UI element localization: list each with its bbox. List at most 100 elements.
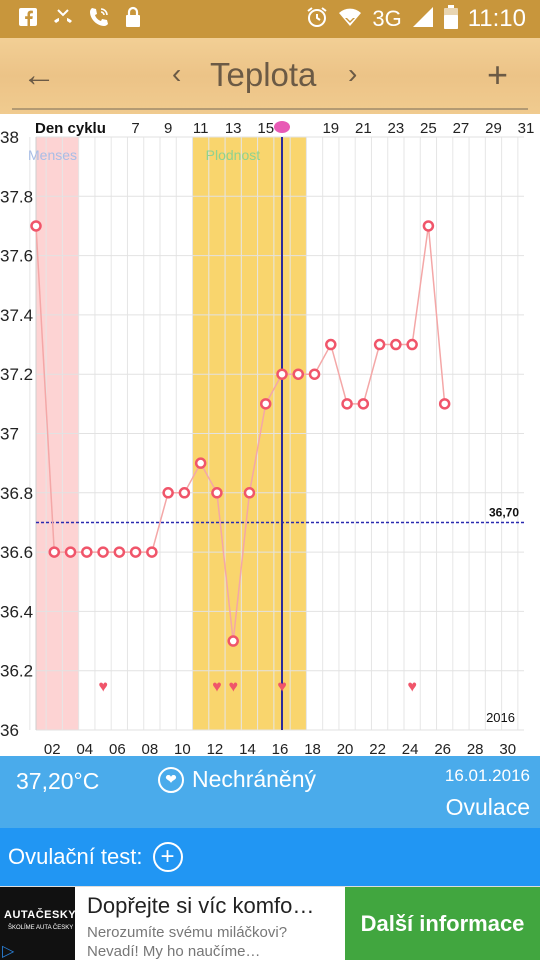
temperature-point bbox=[422, 220, 435, 232]
bottom-tick-label: 26 bbox=[434, 741, 451, 756]
battery-icon bbox=[443, 5, 458, 33]
y-tick-label: 36 bbox=[0, 721, 19, 740]
top-tick-label: 15 bbox=[257, 120, 274, 137]
temperature-point bbox=[81, 546, 93, 558]
protection-status-label: Nechráněný bbox=[192, 766, 317, 792]
ad-logo[interactable]: AUTAČESKY ŠKOLÍME AUTA ČESKY ▷ bbox=[0, 887, 77, 960]
y-tick-label: 36.8 bbox=[0, 484, 33, 503]
y-tick-label: 37.6 bbox=[0, 247, 33, 266]
temperature-point bbox=[341, 398, 353, 410]
protection-status[interactable]: ❤ Nechráněný bbox=[158, 766, 316, 793]
bottom-tick-label: 22 bbox=[369, 741, 386, 756]
bottom-tick-label: 12 bbox=[207, 741, 224, 756]
ovulation-test-bar: Ovulační test: + bbox=[0, 828, 540, 886]
temperature-chart[interactable]: 38 37.8 37.6 37.4 37.2 37 36.8 36.6 36.4 36.2 36 D… bbox=[0, 114, 540, 758]
top-tick-label: 23 bbox=[388, 120, 405, 137]
temperature-point bbox=[97, 546, 109, 558]
ad-cta-button[interactable]: Další informace bbox=[345, 887, 540, 960]
y-tick-label: 36.4 bbox=[0, 602, 33, 621]
top-tick-label: 27 bbox=[453, 120, 470, 137]
ad-choices-icon[interactable]: ▷ bbox=[2, 943, 15, 960]
heart-icon: ❤ bbox=[158, 766, 184, 793]
temperature-point bbox=[211, 487, 223, 499]
alarm-icon bbox=[306, 6, 328, 32]
y-tick-label: 36.2 bbox=[0, 662, 33, 681]
intercourse-heart-icon: ♥ bbox=[407, 679, 417, 696]
fertile-label: Plodnost bbox=[206, 147, 261, 163]
temperature-point bbox=[325, 338, 337, 351]
selected-temperature: 37,20°C bbox=[16, 768, 100, 794]
top-tick-label: 11 bbox=[193, 120, 209, 137]
divider bbox=[12, 108, 528, 110]
signal-icon bbox=[412, 6, 434, 32]
temperature-point bbox=[259, 398, 272, 410]
app-bar: ← ‹ Teplota › + bbox=[0, 38, 540, 114]
temperature-point bbox=[178, 487, 191, 499]
cycle-phase: Ovulace bbox=[445, 794, 530, 820]
cycle-day-label: Den cyklu bbox=[35, 120, 106, 137]
y-tick-label: 38 bbox=[0, 128, 19, 147]
selected-date: 16.01.2016 bbox=[444, 766, 530, 785]
temperature-point bbox=[113, 546, 126, 558]
chevron-left-icon[interactable]: ‹ bbox=[172, 58, 182, 89]
info-bar: 37,20°C ❤ Nechráněný 16.01.2016 Ovulace bbox=[0, 756, 540, 828]
top-tick-label: 31 bbox=[518, 120, 535, 137]
facebook-icon bbox=[18, 7, 38, 31]
y-tick-label: 36.6 bbox=[0, 543, 33, 562]
lock-icon bbox=[124, 6, 142, 32]
intercourse-heart-icon: ♥ bbox=[228, 679, 238, 696]
bottom-tick-label: 16 bbox=[272, 741, 289, 756]
add-icon[interactable]: + bbox=[487, 54, 509, 95]
temperature-point bbox=[227, 635, 239, 647]
top-tick-label: 19 bbox=[322, 120, 339, 137]
ad-headline[interactable]: Dopřejte si víc komfo… bbox=[87, 893, 315, 918]
temperature-point bbox=[406, 338, 418, 351]
temperature-point bbox=[194, 457, 207, 469]
bottom-tick-label: 24 bbox=[402, 741, 419, 756]
bottom-tick-label: 10 bbox=[174, 741, 191, 756]
temperature-point bbox=[276, 368, 288, 380]
menses-label: Menses bbox=[28, 147, 77, 163]
intercourse-heart-icon: ♥ bbox=[212, 679, 222, 696]
ad-logo-subtitle: ŠKOLÍME AUTA ČESKY bbox=[8, 925, 74, 931]
bottom-tick-label: 04 bbox=[76, 741, 93, 756]
page-title: Teplota bbox=[210, 56, 317, 93]
back-arrow-icon[interactable]: ← bbox=[22, 56, 56, 94]
bottom-tick-label: 06 bbox=[109, 741, 126, 756]
top-tick-label: 29 bbox=[485, 120, 502, 137]
bottom-tick-label: 20 bbox=[337, 741, 354, 756]
add-test-icon[interactable]: + bbox=[152, 842, 183, 872]
temperature-point bbox=[390, 338, 402, 351]
y-tick-label: 37.2 bbox=[0, 365, 33, 384]
bottom-tick-label: 28 bbox=[467, 741, 484, 756]
clock: 11:10 bbox=[467, 5, 526, 32]
top-tick-label: 9 bbox=[164, 120, 172, 137]
chart-svg[interactable]: 38 37.8 37.6 37.4 37.2 37 36.8 36.6 36.4 36.2 36 D… bbox=[0, 114, 540, 758]
temperature-point bbox=[30, 220, 42, 232]
top-tick-label: 21 bbox=[355, 120, 372, 137]
baseline-label: 36,70 bbox=[489, 505, 519, 519]
wifi-icon bbox=[338, 7, 362, 31]
bottom-tick-label: 18 bbox=[304, 741, 321, 756]
temperature-point bbox=[357, 398, 370, 410]
year-label: 2016 bbox=[486, 710, 515, 725]
network-type: 3G bbox=[372, 6, 402, 31]
phone-icon bbox=[88, 6, 110, 32]
bottom-tick-label: 02 bbox=[44, 741, 61, 756]
intercourse-heart-icon: ♥ bbox=[98, 679, 108, 696]
temperature-point bbox=[64, 546, 77, 558]
temperature-point bbox=[129, 546, 142, 558]
temperature-point bbox=[308, 368, 321, 380]
ovulation-test-label: Ovulační test: bbox=[8, 844, 143, 869]
ad-logo-text: AUTAČESKY bbox=[4, 909, 77, 921]
y-tick-label: 37.4 bbox=[0, 306, 33, 325]
y-tick-label: 37.8 bbox=[0, 187, 33, 206]
ad-banner[interactable]: AUTAČESKY ŠKOLÍME AUTA ČESKY ▷ Dopřejte … bbox=[0, 886, 540, 960]
temperature-point bbox=[438, 398, 451, 410]
chevron-right-icon[interactable]: › bbox=[348, 58, 358, 89]
temperature-point bbox=[243, 487, 256, 499]
top-tick-label: 7 bbox=[131, 120, 139, 137]
status-bar: 3G 11:10 bbox=[0, 0, 540, 38]
top-tick-label: 13 bbox=[225, 120, 242, 137]
ad-body[interactable]: Nerozumíte svému miláčkovi? Nevadí! My h… bbox=[87, 924, 288, 960]
